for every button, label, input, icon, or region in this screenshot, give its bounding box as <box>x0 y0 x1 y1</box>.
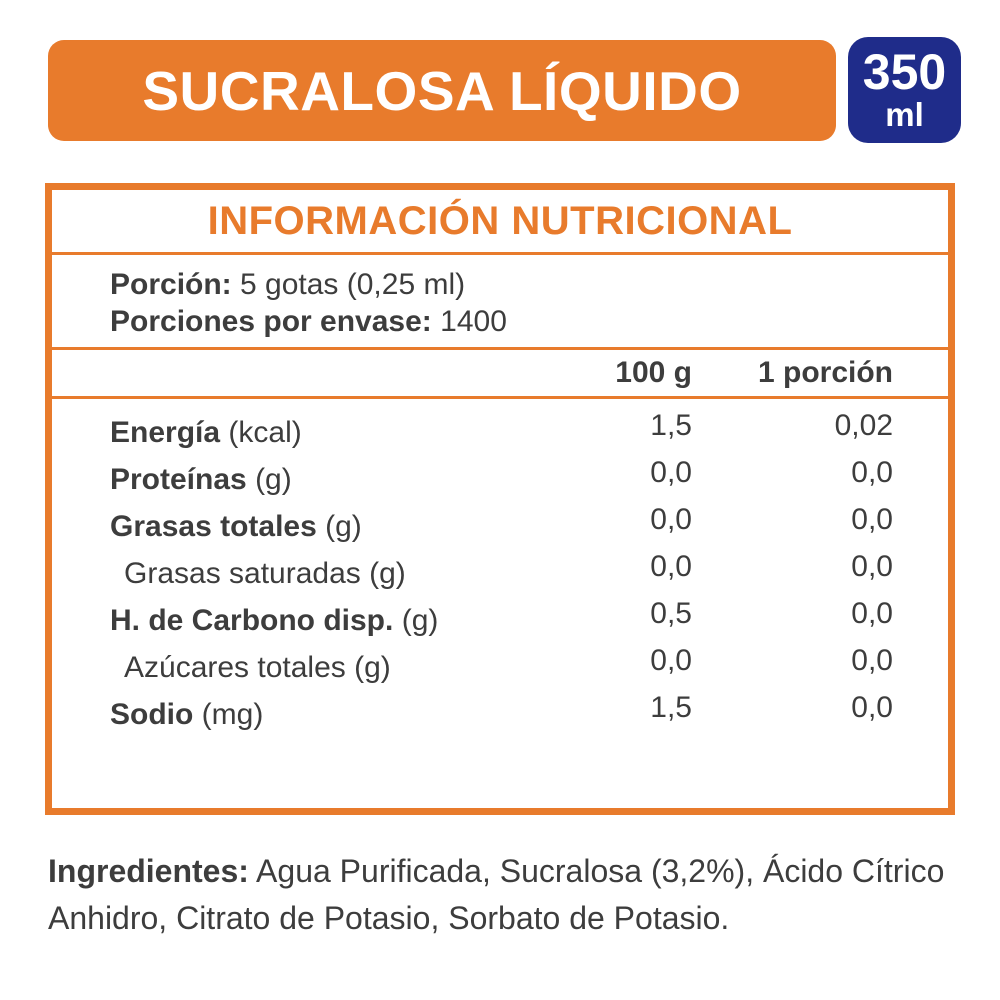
value-100g: 0,5 <box>650 596 692 630</box>
nutrient-name: Grasas saturadas (g) <box>124 556 406 590</box>
value-portion: 0,0 <box>851 502 893 536</box>
value-portion: 0,0 <box>851 643 893 677</box>
nutrient-name: Azúcares totales (g) <box>124 650 391 684</box>
table-row-proteinas: Proteínas (g) 0,0 0,0 <box>52 456 948 503</box>
value-portion: 0,02 <box>834 408 893 442</box>
volume-value: 350 <box>862 44 947 100</box>
nutrient-name: H. de Carbono disp. (g) <box>110 603 439 637</box>
table-row-grasas-totales: Grasas totales (g) 0,0 0,0 <box>52 503 948 550</box>
product-title-banner: SUCRALOSA LÍQUIDO <box>48 40 836 141</box>
table-row-sodio: Sodio (mg) 1,5 0,0 <box>52 691 948 738</box>
ingredients-label: Ingredientes: <box>48 853 249 889</box>
divider <box>52 347 948 350</box>
serving-block: Porción: 5 gotas (0,25 ml) Porciones por… <box>52 255 948 347</box>
column-header-100g: 100 g <box>615 356 692 389</box>
volume-badge: 350 ml <box>848 37 961 143</box>
servings-per-container-line: Porciones por envase: 1400 <box>110 303 928 340</box>
servings-per-container-value: 1400 <box>440 305 507 338</box>
table-row-energia: Energía (kcal) 1,5 0,02 <box>52 409 948 456</box>
value-portion: 0,0 <box>851 455 893 489</box>
ingredients-text: Agua Purificada, Sucralosa (3,2%), Ácido… <box>48 853 945 936</box>
value-100g: 0,0 <box>650 455 692 489</box>
nutrient-name: Proteínas (g) <box>110 462 292 496</box>
value-portion: 0,0 <box>851 690 893 724</box>
volume-unit: ml <box>885 96 924 133</box>
value-portion: 0,0 <box>851 549 893 583</box>
table-row-carbono: H. de Carbono disp. (g) 0,5 0,0 <box>52 597 948 644</box>
value-100g: 0,0 <box>650 549 692 583</box>
ingredients-paragraph: Ingredientes: Agua Purificada, Sucralosa… <box>48 848 954 942</box>
value-100g: 0,0 <box>650 502 692 536</box>
value-portion: 0,0 <box>851 596 893 630</box>
nutrient-name: Sodio (mg) <box>110 697 264 731</box>
nutrient-name: Energía (kcal) <box>110 415 302 449</box>
value-100g: 1,5 <box>650 690 692 724</box>
table-column-headers: 100 g 1 porción <box>52 350 948 396</box>
nutrient-table: Energía (kcal) 1,5 0,02 Proteínas (g) 0,… <box>52 399 948 738</box>
serving-size-line: Porción: 5 gotas (0,25 ml) <box>110 266 928 303</box>
serving-size-label: Porción: <box>110 268 232 301</box>
nutrient-name: Grasas totales (g) <box>110 509 362 543</box>
table-row-grasas-saturadas: Grasas saturadas (g) 0,0 0,0 <box>52 550 948 597</box>
divider <box>52 396 948 399</box>
divider <box>52 252 948 255</box>
serving-size-value: 5 gotas (0,25 ml) <box>240 268 466 301</box>
servings-per-container-label: Porciones por envase: <box>110 305 432 338</box>
product-title: SUCRALOSA LÍQUIDO <box>142 59 742 122</box>
value-100g: 1,5 <box>650 408 692 442</box>
nutrition-title: INFORMACIÓN NUTRICIONAL <box>207 199 793 243</box>
column-header-portion: 1 porción <box>757 356 893 389</box>
nutrition-facts-box: INFORMACIÓN NUTRICIONAL Porción: 5 gotas… <box>45 183 955 815</box>
value-100g: 0,0 <box>650 643 692 677</box>
table-row-azucares: Azúcares totales (g) 0,0 0,0 <box>52 644 948 691</box>
